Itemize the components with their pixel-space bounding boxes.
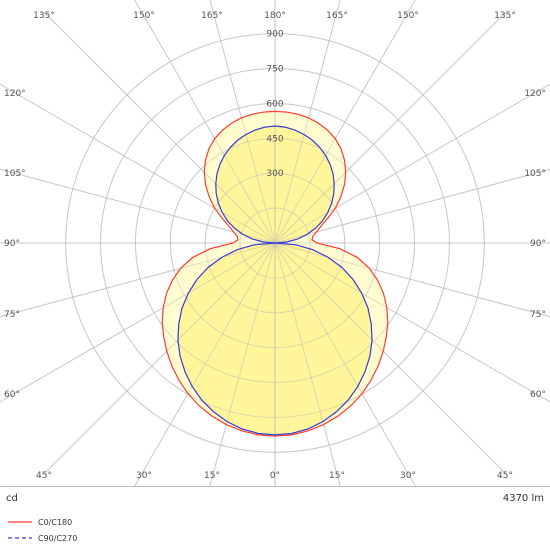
radial-tick-label-750: 750: [266, 65, 283, 75]
angle-label-left-90: 90°: [4, 239, 20, 249]
grid-spoke-105-left-overlay: [0, 168, 276, 244]
angle-label-right-75: 75°: [530, 310, 546, 320]
angle-label-top-4: 165°: [326, 11, 348, 21]
angle-label-left-75: 75°: [4, 310, 20, 320]
grid-spoke-120-left-overlay: [0, 83, 276, 244]
grid-spoke-150-right-overlay: [274, 0, 416, 244]
grid-spoke-150-left-overlay: [134, 0, 276, 244]
grid-spoke-60-left-overlay: [0, 242, 276, 403]
unit-label: cd: [6, 493, 18, 504]
angle-label-bottom-1: 30°: [136, 471, 152, 481]
angle-label-right-60: 60°: [530, 390, 546, 400]
angle-label-bottom-3: 0°: [270, 471, 280, 481]
angle-label-right-120: 120°: [524, 89, 546, 99]
angle-label-top-6: 135°: [494, 11, 516, 21]
intensity-curves: [161, 110, 389, 437]
axis-labels: 300 450 600 750 900 45° 30° 15° 0° 15° 30° 45° 135° 1…: [4, 11, 546, 481]
angle-label-left-60: 60°: [4, 390, 20, 400]
series-line-c0-c180: [161, 110, 389, 437]
grid-spoke-45-left-overlay: [44, 242, 276, 474]
grid-spoke-30-left-overlay: [134, 242, 276, 486]
grid-spoke-105-right-overlay: [274, 168, 550, 244]
angle-label-top-1: 150°: [133, 11, 155, 21]
grid-circle-150-overlay: [239, 207, 311, 279]
angle-label-bottom-6: 45°: [497, 471, 513, 481]
radial-tick-label-450: 450: [266, 134, 283, 144]
luminous-flux-label: 4370 lm: [503, 493, 544, 504]
grid-spoke-120-right-overlay: [274, 83, 550, 244]
legend-label-c0-c180: C0/C180: [38, 518, 72, 527]
grid-spoke-45-right-overlay: [274, 242, 506, 474]
angle-label-left-105: 105°: [4, 169, 26, 179]
angle-label-right-105: 105°: [524, 169, 546, 179]
grid-spoke-135-left-overlay: [44, 12, 276, 244]
legend: C0/C180 C90/C270: [8, 518, 77, 543]
grid-circle-750-overlay: [100, 68, 450, 418]
angle-label-top-5: 150°: [397, 11, 419, 21]
grid-spoke-105-left: [0, 168, 276, 244]
series-line-c90-c270: [177, 125, 373, 436]
grid-spoke-15-left-overlay: [209, 242, 276, 486]
grid-circle-450-overlay: [169, 137, 381, 349]
grid-spoke-165-right-overlay: [274, 0, 341, 244]
grid-spoke-135-right-overlay: [274, 12, 506, 244]
grid-spoke-165-left-overlay: [209, 0, 276, 244]
angle-label-bottom-2: 15°: [204, 471, 220, 481]
grid-circle-900-overlay: [65, 33, 485, 453]
angle-label-bottom-5: 30°: [400, 471, 416, 481]
grid-spoke-105-right: [274, 168, 550, 244]
legend-label-c90-c270: C90/C270: [38, 534, 77, 543]
radial-tick-label-900: 900: [266, 30, 283, 40]
grid-spoke-60-right-overlay: [274, 242, 550, 403]
angle-label-bottom-0: 45°: [36, 471, 52, 481]
angle-label-top-0: 135°: [33, 11, 55, 21]
angle-label-left-120: 120°: [4, 89, 26, 99]
fill-area-c90-c270: [177, 126, 373, 435]
grid-spoke-15-right-overlay: [274, 242, 341, 486]
angle-label-top-3: 180°: [264, 11, 286, 21]
radial-tick-label-300: 300: [266, 169, 283, 179]
angle-label-top-2: 165°: [201, 11, 223, 21]
radial-tick-label-600: 600: [266, 99, 283, 109]
grid-circle-300-overlay: [204, 172, 346, 314]
grid-spoke-30-right-overlay: [274, 242, 416, 486]
angle-label-right-90: 90°: [530, 239, 546, 249]
angle-label-bottom-4: 15°: [329, 471, 345, 481]
grid-circle-600-overlay: [134, 102, 416, 384]
